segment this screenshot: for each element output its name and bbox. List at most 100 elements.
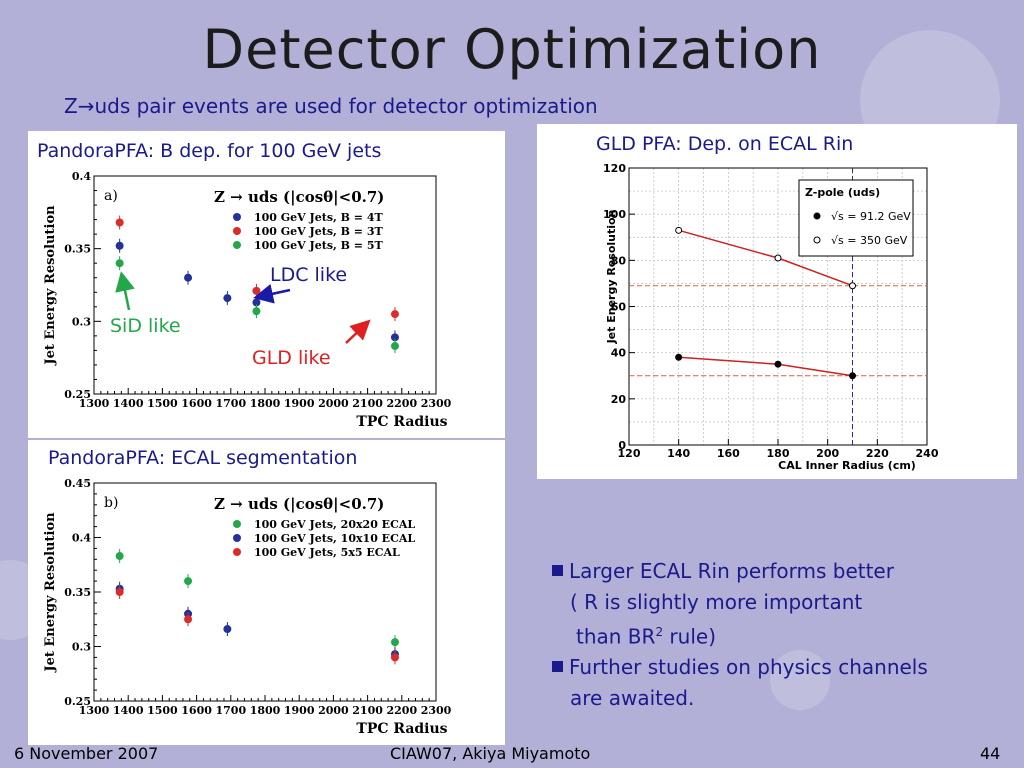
y-tick-label: 0.3 — [72, 315, 91, 328]
data-point — [390, 342, 399, 351]
footer-center: CIAW07, Akiya Miyamoto — [390, 744, 591, 763]
bullet-text: than BR — [576, 624, 656, 649]
data-point — [675, 226, 683, 234]
x-tick-label: 2100 — [352, 704, 383, 717]
chart-b-panel — [537, 124, 1017, 479]
y-tick-label: 100 — [603, 208, 626, 221]
x-tick-label: 2000 — [318, 704, 349, 717]
chart-a: 1300 1400 1500 1600 1700 1800 1900 2000 2100 2200… — [43, 170, 452, 430]
x-tick-label: 1600 — [181, 397, 212, 410]
x-tick-label: 1900 — [284, 704, 315, 717]
x-tick-label: 1700 — [215, 397, 246, 410]
data-point — [184, 577, 193, 586]
x-tick-label: 1500 — [147, 397, 178, 410]
annotation-gld: GLD like — [252, 347, 331, 369]
legend-marker — [813, 212, 821, 220]
annotation-sid: SiD like — [110, 315, 181, 337]
bg-circle — [770, 650, 830, 710]
x-tick-label: 2100 — [352, 397, 383, 410]
y-tick-label: 0.45 — [64, 477, 91, 490]
bullet-item: Further studies on physics channels — [552, 652, 1022, 683]
bullet-list: Larger ECAL Rin performs better ( R is s… — [552, 556, 1022, 713]
x-axis-label: TPC Radius — [356, 721, 447, 737]
footer-date: 6 November 2007 — [14, 744, 159, 763]
slide-subtitle: Z→uds pair events are used for detector … — [64, 94, 598, 118]
chart-c-caption: PandoraPFA: ECAL segmentation — [48, 447, 358, 469]
data-point — [774, 360, 782, 368]
data-point — [774, 254, 782, 262]
data-point — [115, 218, 124, 227]
x-tick-label: 1800 — [250, 397, 281, 410]
y-tick-label: 0.35 — [64, 243, 91, 256]
y-tick-label: 0 — [618, 439, 626, 452]
bullet-text: rule) — [663, 624, 716, 649]
legend-marker — [233, 227, 241, 235]
data-point — [184, 273, 193, 282]
chart-a-caption: PandoraPFA: B dep. for 100 GeV jets — [37, 140, 382, 162]
x-tick-label: 180 — [767, 447, 790, 460]
data-point — [849, 372, 856, 380]
data-point — [390, 638, 399, 647]
legend-marker — [233, 213, 241, 221]
bullet-continuation: than BR2 rule) — [552, 617, 1022, 652]
x-tick-label: 120 — [618, 447, 641, 460]
y-tick-label: 0.4 — [72, 532, 91, 545]
bullet-square-icon — [552, 565, 563, 576]
data-point — [252, 307, 261, 316]
chart-title: Z → uds (|cosθ|<0.7) — [214, 188, 384, 206]
legend-marker — [233, 520, 241, 528]
panel-label: b) — [104, 495, 118, 511]
chart-b-caption: GLD PFA: Dep. on ECAL Rin — [596, 133, 854, 155]
x-tick-label: 1400 — [113, 704, 144, 717]
legend-marker — [813, 236, 821, 244]
x-tick-label: 2300 — [421, 704, 452, 717]
legend-entry: 100 GeV Jets, 20x20 ECAL — [254, 518, 415, 531]
y-axis-label: Jet Energy Resolution — [43, 512, 58, 673]
y-tick-label: 0.25 — [64, 695, 91, 708]
data-point — [184, 615, 193, 624]
data-point — [849, 282, 856, 290]
data-point — [390, 653, 399, 662]
data-point — [390, 310, 399, 319]
x-tick-label: 240 — [916, 447, 939, 460]
legend-marker — [233, 548, 241, 556]
chart-c: 1300 1400 1500 1600 1700 1800 1900 2000 2100 2200… — [43, 477, 452, 737]
annotation-ldc: LDC like — [270, 264, 348, 286]
x-tick-label: 1700 — [215, 704, 246, 717]
data-point — [675, 353, 683, 361]
data-point — [390, 333, 399, 342]
data-point — [223, 294, 232, 303]
x-tick-label: 160 — [717, 447, 740, 460]
data-point — [115, 588, 124, 596]
plot-frame — [93, 482, 437, 702]
legend-entry: 100 GeV Jets, B = 4T — [254, 211, 384, 224]
legend-entry: 100 GeV Jets, 10x10 ECAL — [254, 532, 415, 545]
y-axis-label: Jet Energy Resolution — [605, 210, 618, 345]
x-tick-label: 1400 — [113, 397, 144, 410]
bullet-item: Larger ECAL Rin performs better — [552, 556, 1022, 587]
x-tick-label: 2300 — [421, 397, 452, 410]
legend-entry: √s = 91.2 GeV — [831, 210, 911, 223]
data-point — [115, 552, 124, 561]
y-tick-label: 120 — [603, 162, 626, 175]
legend-entry: √s = 350 GeV — [831, 234, 908, 247]
chart-c-panel — [28, 440, 505, 745]
x-tick-label: 1600 — [181, 704, 212, 717]
legend-entry: 100 GeV Jets, B = 3T — [254, 225, 384, 238]
x-tick-label: 1300 — [79, 397, 110, 410]
x-tick-label: 1500 — [147, 704, 178, 717]
y-tick-label: 0.35 — [64, 586, 91, 599]
bullet-text: Further studies on physics channels — [569, 655, 928, 680]
legend-entry: 100 GeV Jets, B = 5T — [254, 239, 384, 252]
y-tick-label: 0.4 — [72, 170, 91, 183]
bullet-square-icon — [552, 661, 563, 673]
data-point — [252, 286, 261, 295]
legend-entry: 100 GeV Jets, 5x5 ECAL — [254, 546, 400, 559]
y-tick-label: 20 — [611, 393, 627, 406]
superscript: 2 — [655, 625, 664, 639]
bullet-text: Larger ECAL Rin performs better — [569, 559, 894, 583]
data-point — [115, 259, 124, 268]
x-tick-label: 2200 — [386, 397, 417, 410]
legend-title: Z-pole (uds) — [805, 186, 880, 199]
x-axis-label: TPC Radius — [356, 414, 447, 430]
